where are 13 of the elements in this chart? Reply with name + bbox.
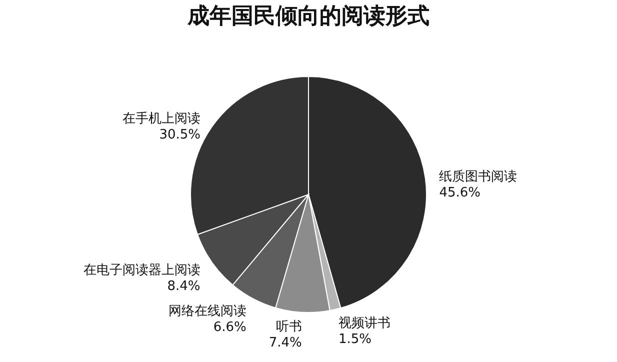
data-label: 1.5% <box>338 332 372 348</box>
chart-title: 成年国民倾向的阅读形式 <box>186 4 430 29</box>
slice-label: 网络在线阅读 <box>168 304 246 319</box>
data-label: 7.4% <box>268 335 302 350</box>
data-label: 6.6% <box>213 320 246 335</box>
slice-label: 视频讲书 <box>338 316 391 332</box>
slice-label: 在电子阅读器上阅读 <box>83 263 200 278</box>
slice-label: 在手机上阅读 <box>122 112 201 127</box>
slice-label: 纸质图书阅读 <box>439 169 518 184</box>
data-label: 45.6% <box>439 185 481 200</box>
data-label: 8.4% <box>167 279 200 294</box>
data-label: 30.5% <box>159 128 201 143</box>
slice-label: 听书 <box>276 319 302 334</box>
